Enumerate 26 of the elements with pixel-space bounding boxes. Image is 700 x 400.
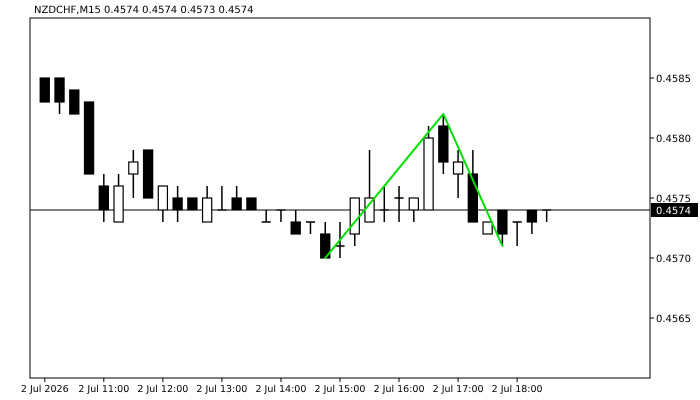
- x-tick-label: 2 Jul 18:00: [492, 384, 543, 395]
- x-tick-label: 2 Jul 2026: [20, 384, 69, 395]
- candlestick: [512, 221, 522, 247]
- y-tick-label: 0.4575: [656, 194, 691, 205]
- x-tick-label: 2 Jul 16:00: [374, 384, 425, 395]
- x-tick-label: 2 Jul 12:00: [137, 384, 188, 395]
- x-tick-label: 2 Jul 14:00: [255, 384, 306, 395]
- candlestick: [305, 221, 316, 235]
- y-tick-label: 0.4580: [656, 134, 691, 145]
- candlestick: [482, 221, 493, 235]
- candlestick: [452, 149, 464, 199]
- y-tick-label: 0.4565: [656, 314, 691, 325]
- candlestick: [54, 77, 65, 115]
- chart-title: NZDCHF,M15 0.4574 0.4574 0.4573 0.4574: [34, 5, 254, 16]
- y-tick-label: 0.4585: [656, 74, 691, 85]
- candlestick: [334, 221, 346, 259]
- x-tick-label: 2 Jul 15:00: [314, 384, 366, 395]
- x-tick-label: 2 Jul 11:00: [78, 384, 130, 395]
- candlestick: [320, 221, 330, 259]
- x-tick-label: 2 Jul 13:00: [196, 384, 248, 395]
- y-tick-label: 0.4570: [656, 254, 691, 265]
- x-tick-label: 2 Jul 17:00: [432, 384, 484, 395]
- candlestick: [40, 77, 50, 103]
- ref-line-label: 0.4574: [656, 206, 691, 217]
- candlestick: [69, 89, 80, 115]
- candlestick: [128, 149, 139, 199]
